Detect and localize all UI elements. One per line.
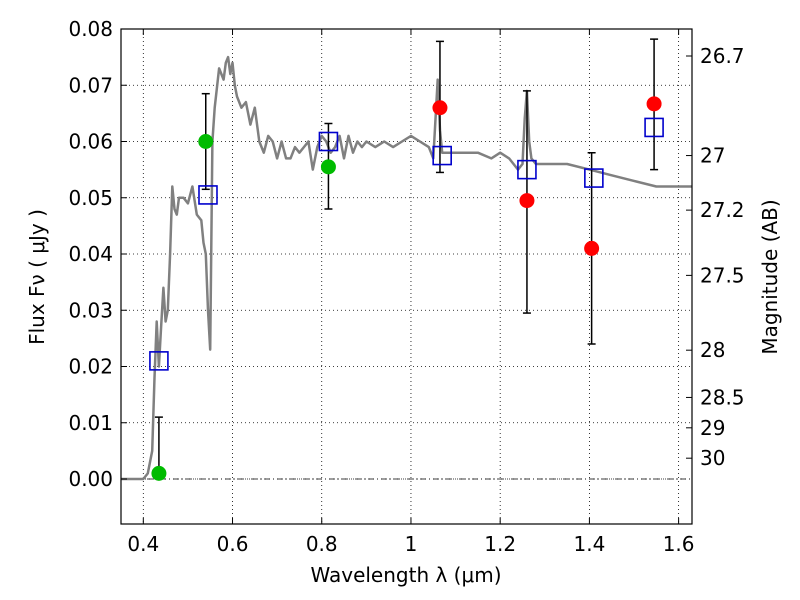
model-band-square [584, 168, 604, 188]
y-axis-title: Flux Fν ( μJy ) [25, 209, 49, 345]
x-tick-label: 0.6 [217, 532, 249, 556]
right-tick-label: 27.2 [700, 198, 745, 222]
grid-lines [121, 28, 692, 524]
model-spectrum-layer [121, 55, 692, 481]
data-points-layer [149, 96, 664, 481]
y-tick-label: 0.01 [68, 411, 113, 435]
y-tick-label: 0.00 [68, 467, 113, 491]
x-tick-label: 1.2 [484, 532, 516, 556]
right-tick-label: 26.7 [700, 44, 745, 68]
model-band-square [198, 185, 218, 205]
x-axis-title: Wavelength λ (μm) [310, 563, 501, 587]
x-tick-label: 1.6 [663, 532, 695, 556]
error-bars-layer [154, 38, 659, 475]
observed-point [646, 96, 662, 112]
model-spectrum-line [121, 55, 692, 481]
y-tick-label: 0.07 [68, 73, 113, 97]
model-band-square [318, 131, 339, 152]
ticks-layer: 0.4 0.6 0.8 1 1.2 1.4 1.6 0.00 0.01 0.02 0.03 0.04 0… [68, 17, 744, 556]
model-band-square [644, 117, 664, 138]
right-tick-label: 28.5 [700, 385, 745, 409]
x-tick-label: 0.8 [306, 532, 338, 556]
observed-point [151, 465, 167, 481]
y-tick-label: 0.03 [68, 298, 113, 322]
model-band-square [432, 145, 452, 166]
observed-point [432, 100, 448, 116]
y-tick-label: 0.05 [68, 186, 113, 210]
observed-point [198, 134, 214, 149]
y-tick-label: 0.04 [68, 242, 113, 266]
x-tick-label: 1 [405, 532, 418, 556]
y-tick-label: 0.08 [68, 17, 113, 41]
model-band-square [149, 351, 169, 371]
plot-frame [120, 28, 693, 525]
x-tick-label: 0.4 [127, 532, 159, 556]
observed-point [584, 240, 600, 256]
y-tick-label: 0.06 [68, 130, 113, 154]
observed-point [519, 193, 535, 209]
observed-point [320, 159, 336, 175]
right-tick-label: 29 [700, 416, 725, 440]
right-tick-label: 30 [700, 446, 725, 470]
x-tick-label: 1.4 [573, 532, 605, 556]
right-axis-title: Magnitude (AB) [758, 199, 782, 354]
model-band-square [517, 159, 537, 180]
right-tick-label: 27.5 [700, 263, 745, 287]
right-tick-label: 27 [700, 144, 725, 168]
y-tick-label: 0.02 [68, 355, 113, 379]
right-tick-label: 28 [700, 338, 725, 362]
